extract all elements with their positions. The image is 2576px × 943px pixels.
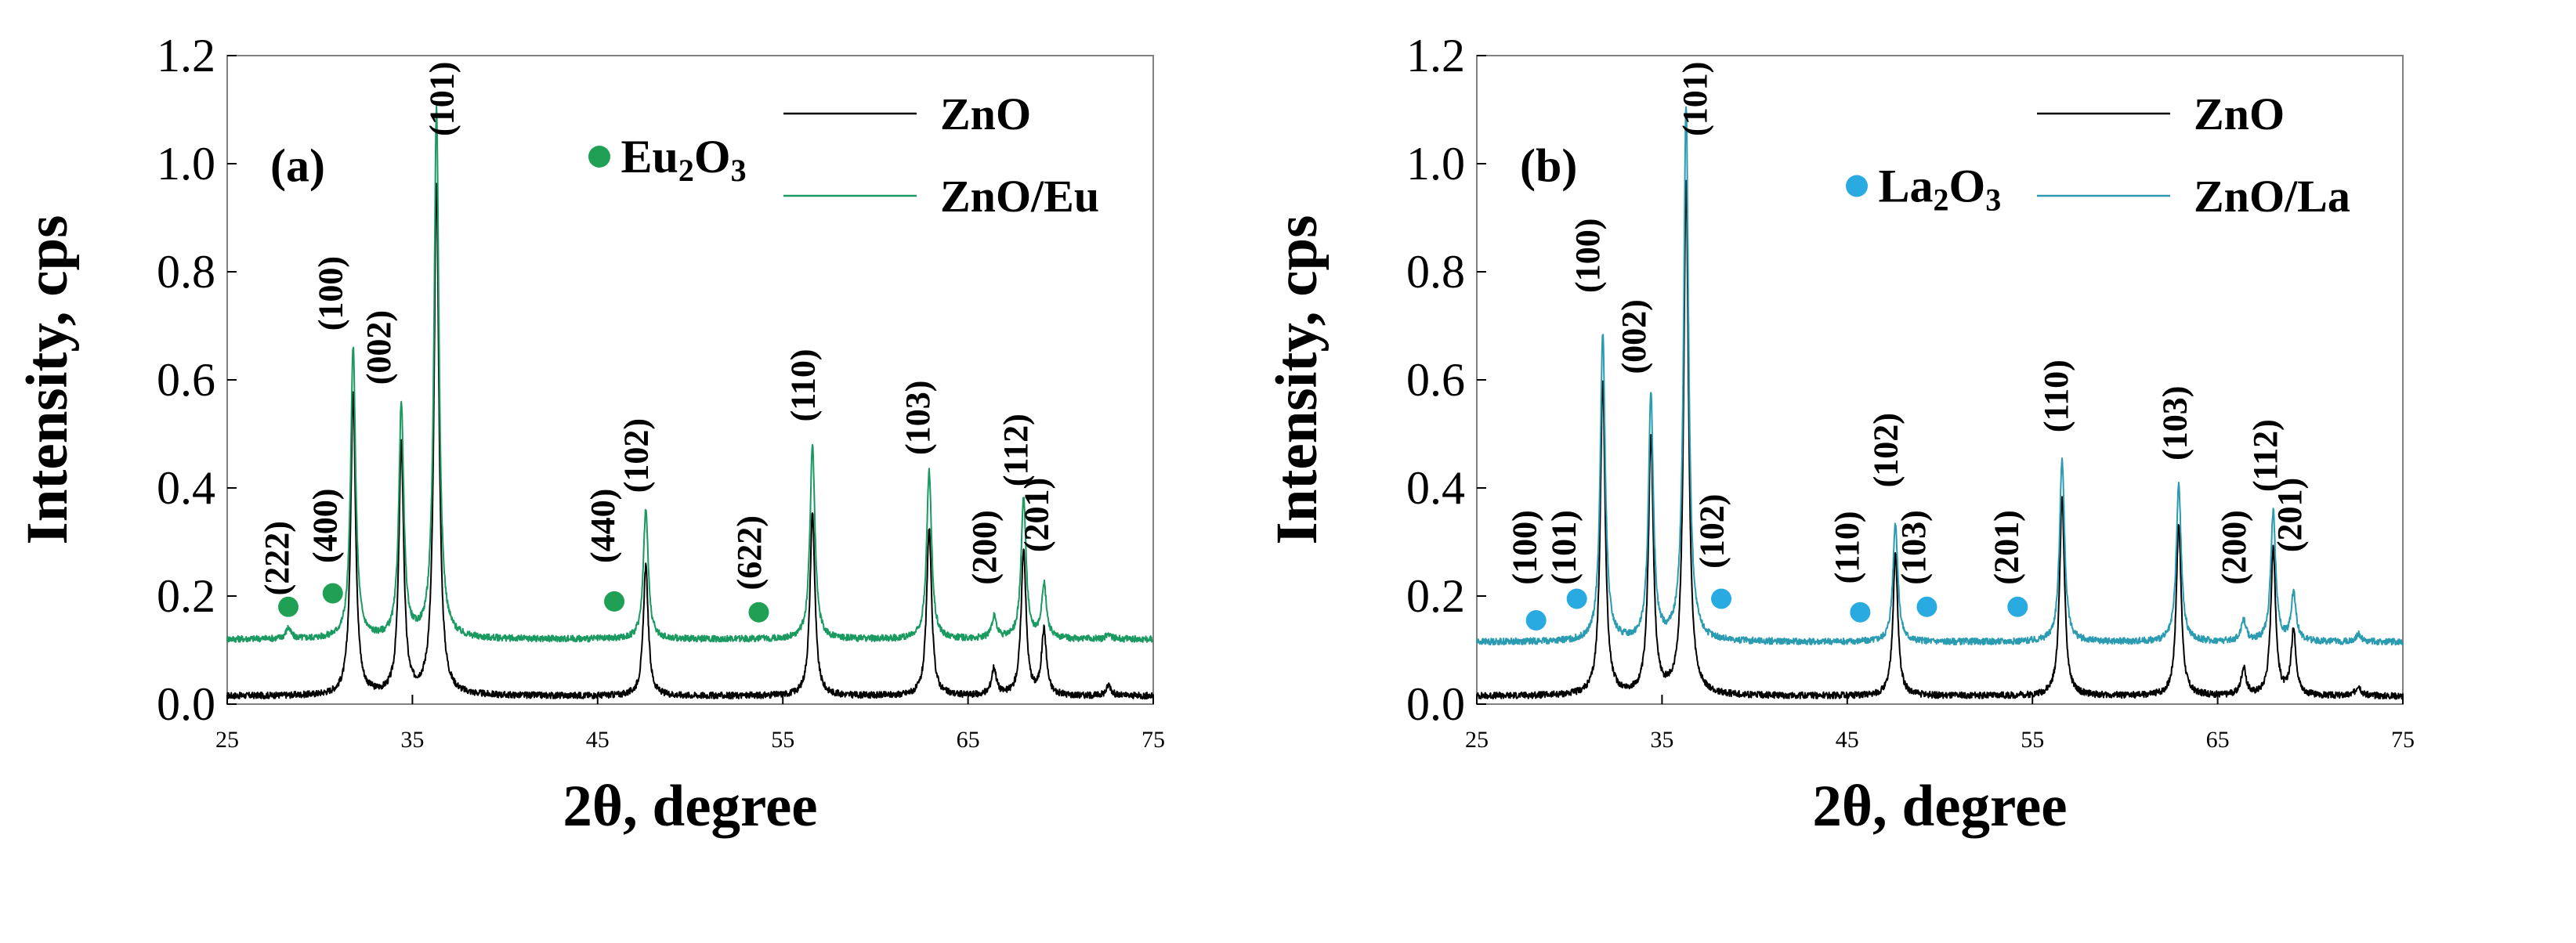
formula-subscript: 3 bbox=[731, 153, 747, 188]
formula-subscript: 2 bbox=[1934, 182, 1949, 218]
x-axis-title: 2θ, degree bbox=[563, 774, 817, 839]
y-axis-title: Intensity, cps bbox=[15, 215, 80, 545]
phase-marker-dot bbox=[1916, 596, 1937, 617]
x-tick-label: 35 bbox=[400, 727, 424, 753]
formula-text: La bbox=[1879, 161, 1934, 212]
legend-label: ZnO bbox=[940, 89, 1031, 139]
peak-label: (101) bbox=[1544, 510, 1583, 584]
x-tick-label: 75 bbox=[1141, 727, 1165, 753]
peak-label: (112) bbox=[997, 414, 1035, 486]
formula-subscript: 3 bbox=[1985, 182, 2001, 218]
phase-marker-dot bbox=[1711, 588, 1732, 609]
y-tick-label: 0.8 bbox=[157, 246, 215, 298]
peak-label: (110) bbox=[783, 349, 822, 421]
phase-marker-dot bbox=[322, 583, 343, 604]
formula-text: O bbox=[694, 131, 731, 182]
peak-label: (103) bbox=[1894, 510, 1933, 584]
legend-label: ZnO bbox=[2194, 89, 2285, 139]
peak-label: (101) bbox=[422, 62, 461, 136]
y-axis-title: Intensity, cps bbox=[1264, 215, 1330, 545]
series-line-zno-eu bbox=[226, 105, 1154, 643]
peak-label: (002) bbox=[360, 310, 398, 385]
phase-marker-dot bbox=[1525, 610, 1547, 631]
peak-label: (222) bbox=[258, 521, 296, 595]
y-tick-label: 0.8 bbox=[1406, 246, 1465, 298]
peak-label: (201) bbox=[2270, 478, 2309, 552]
peak-label: (110) bbox=[1828, 511, 1866, 584]
x-tick-label: 55 bbox=[2021, 727, 2044, 753]
x-tick-label: 65 bbox=[957, 727, 980, 753]
x-tick-label: 35 bbox=[1650, 727, 1673, 753]
x-tick-label: 65 bbox=[2206, 727, 2230, 753]
peak-label: (201) bbox=[1017, 478, 1055, 552]
y-tick-label: 0.0 bbox=[1406, 678, 1465, 730]
peak-label: (200) bbox=[2215, 510, 2253, 584]
peak-label: (100) bbox=[1506, 510, 1544, 584]
figure-root: 25 35 45 55 65 75 0.0 0.2 0.4 0.6 0.8 1.0 1.2 2θ, deg… bbox=[15, 30, 2415, 839]
y-tick-label: 0.4 bbox=[1406, 462, 1465, 514]
y-tick-label: 1.2 bbox=[157, 30, 215, 81]
phase-marker-dot bbox=[1566, 588, 1587, 609]
formula-subscript: 2 bbox=[678, 153, 694, 188]
panel-label: (a) bbox=[270, 140, 325, 192]
y-tick-label: 0.0 bbox=[157, 678, 215, 730]
peak-label: (102) bbox=[1867, 413, 1905, 487]
panel-b: 25 35 45 55 65 75 0.0 0.2 0.4 0.6 0.8 1.0 1.2 2θ, deg… bbox=[1264, 30, 2415, 839]
phase-marker-dot bbox=[278, 596, 299, 617]
phase-legend-formula: La2O3 bbox=[1879, 161, 2002, 218]
x-tick-label: 75 bbox=[2391, 727, 2415, 753]
peak-label: (103) bbox=[899, 381, 937, 455]
phase-marker-dot bbox=[2007, 596, 2028, 617]
peak-label: (112) bbox=[2246, 419, 2285, 492]
x-tick-label: 25 bbox=[215, 727, 239, 753]
y-tick-label: 1.2 bbox=[1406, 30, 1465, 81]
x-axis-title: 2θ, degree bbox=[1812, 774, 2067, 839]
x-tick-label: 45 bbox=[1836, 727, 1859, 753]
peak-label: (200) bbox=[965, 510, 1004, 584]
peak-label: (103) bbox=[2155, 386, 2194, 461]
peak-label: (100) bbox=[1568, 219, 1607, 293]
plot-frame bbox=[1476, 55, 2404, 705]
peak-label: (100) bbox=[312, 256, 350, 331]
series-line-zno bbox=[1476, 179, 2404, 700]
phase-marker-dot bbox=[604, 591, 625, 612]
formula-text: O bbox=[1949, 161, 1986, 212]
peak-label: (002) bbox=[1615, 299, 1653, 374]
phase-legend-dot bbox=[588, 146, 610, 168]
peak-label: (102) bbox=[1692, 494, 1731, 569]
phase-marker-dot bbox=[748, 602, 769, 623]
peak-label: (102) bbox=[617, 418, 656, 493]
peak-label: (622) bbox=[730, 515, 769, 590]
phase-legend-formula: Eu2O3 bbox=[621, 131, 747, 188]
phase-marker-dot bbox=[1850, 602, 1871, 623]
series-line-zno-la bbox=[1476, 106, 2404, 646]
legend-label: ZnO/La bbox=[2194, 171, 2350, 222]
y-tick-label: 0.2 bbox=[157, 570, 215, 622]
y-tick-label: 1.0 bbox=[1406, 138, 1465, 190]
peak-label: (110) bbox=[2037, 359, 2075, 432]
y-tick-label: 0.4 bbox=[157, 462, 215, 514]
formula-text: Eu bbox=[621, 131, 678, 182]
peak-label: (201) bbox=[1987, 510, 2025, 584]
y-tick-label: 1.0 bbox=[157, 138, 215, 190]
x-tick-label: 25 bbox=[1465, 727, 1489, 753]
legend-label: ZnO/Eu bbox=[940, 171, 1099, 222]
x-tick-label: 45 bbox=[586, 727, 610, 753]
y-tick-label: 0.6 bbox=[1406, 354, 1465, 406]
panel-label: (b) bbox=[1520, 140, 1577, 192]
peak-label: (440) bbox=[584, 489, 622, 563]
peak-label: (101) bbox=[1676, 62, 1714, 136]
y-tick-label: 0.2 bbox=[1406, 570, 1465, 622]
y-tick-label: 0.6 bbox=[157, 354, 215, 406]
peak-label: (400) bbox=[306, 489, 344, 563]
x-tick-label: 55 bbox=[771, 727, 794, 753]
phase-legend-dot bbox=[1846, 175, 1868, 197]
panel-a: 25 35 45 55 65 75 0.0 0.2 0.4 0.6 0.8 1.0 1.2 2θ, deg… bbox=[15, 30, 1165, 839]
series-line-zno bbox=[226, 182, 1154, 700]
